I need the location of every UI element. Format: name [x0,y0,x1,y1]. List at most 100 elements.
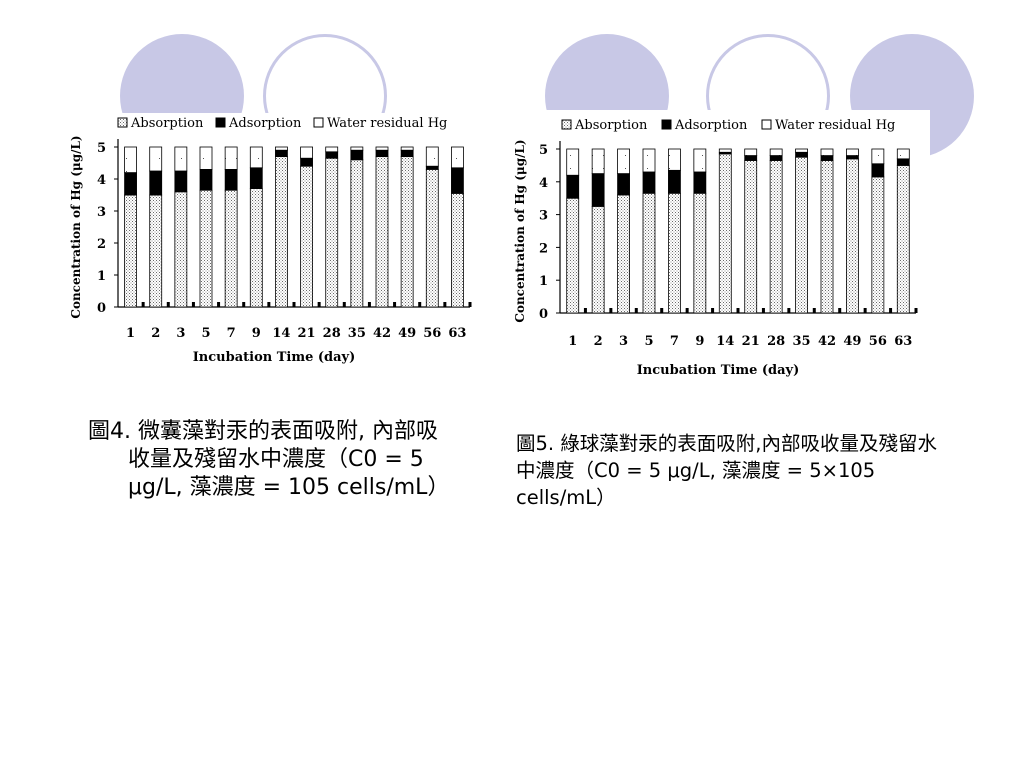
bar-water-residual-hg-day-5 [199,146,213,170]
bar-absorption-day-2 [149,194,163,308]
bar-water-residual-hg-day-9 [249,146,263,169]
legend-label: Water residual Hg [327,116,447,131]
y-tick-label: 2 [97,237,106,252]
legend-swatch-adsorption [215,117,226,128]
bar-adsorption-day-1 [566,174,580,199]
legend-label: Absorption [574,118,648,133]
x-tick-label: 35 [793,334,811,349]
legend-label: Absorption [130,116,204,131]
bar-water-residual-hg-day-7 [668,148,681,171]
x-tick-mark [787,308,791,313]
bar-absorption-day-5 [199,189,213,308]
y-tick-label: 4 [539,176,548,191]
x-tick-mark [583,308,587,313]
x-axis-title: Incubation Time (day) [193,350,356,365]
bar-adsorption-day-7 [668,169,681,194]
bar-absorption-day-7 [224,189,238,308]
y-tick-label: 3 [539,209,548,224]
x-tick-mark [685,308,689,313]
bar-water-residual-hg-day-42 [820,148,834,156]
bar-absorption-day-28 [769,160,783,314]
stacked-bar-chart-4: Absorption Adsorption Water residual Hg 0 1 2… [69,116,472,365]
x-tick-label: 28 [767,334,785,349]
chart-figure-4: Absorption Adsorption Water residual Hg 0 1 2… [66,113,476,370]
legend-label: Water residual Hg [775,118,895,133]
x-tick-label: 14 [272,326,290,341]
bar-absorption-day-63 [896,165,910,314]
x-tick-label: 14 [716,334,734,349]
bar-adsorption-day-63 [451,167,464,194]
x-tick-mark [812,308,816,313]
x-axis-title: Incubation Time (day) [637,363,800,378]
bar-water-residual-hg-day-56 [871,148,885,165]
bar-adsorption-day-35 [350,149,364,161]
x-tick-label: 21 [298,326,316,341]
bar-water-residual-hg-day-7 [224,146,238,170]
legend-swatch-water-residual-hg [761,119,772,130]
bar-adsorption-day-49 [846,155,859,160]
bar-adsorption-day-7 [224,169,238,191]
x-tick-mark [634,308,638,313]
bar-water-residual-hg-day-35 [350,146,364,151]
x-tick-label: 7 [670,334,679,349]
bar-adsorption-day-35 [795,151,808,158]
x-tick-mark [342,302,346,307]
bar-absorption-day-35 [795,156,808,314]
bar-adsorption-day-56 [425,165,439,170]
legend-swatch-adsorption [661,119,672,130]
bar-absorption-day-49 [400,156,414,308]
x-tick-mark [217,302,221,307]
y-tick-label: 0 [539,307,548,322]
x-tick-label: 49 [398,326,416,341]
bar-adsorption-day-9 [693,171,707,194]
y-tick-label: 1 [97,269,106,284]
bar-absorption-day-9 [693,192,707,314]
x-tick-label: 49 [843,334,861,349]
bar-adsorption-day-42 [820,155,834,161]
bar-absorption-day-35 [350,159,364,308]
bar-adsorption-day-28 [325,151,339,159]
y-tick-label: 5 [97,141,106,156]
bar-water-residual-hg-day-2 [591,148,605,175]
bar-absorption-day-56 [871,176,885,314]
figure-4-caption: 圖4. 微囊藻對汞的表面吸附, 內部吸收量及殘留水中濃度（C0 = 5 μg/L… [88,419,450,500]
bar-absorption-day-3 [174,191,188,308]
x-tick-label: 2 [151,326,160,341]
bar-water-residual-hg-day-14 [718,148,732,153]
bar-water-residual-hg-day-35 [795,148,808,153]
bar-adsorption-day-63 [896,158,910,166]
legend-label: Adsorption [228,116,302,131]
bar-adsorption-day-5 [642,171,656,194]
x-tick-mark [418,302,422,307]
legend-swatch-absorption [117,117,128,128]
bar-absorption-day-7 [668,192,681,314]
bar-water-residual-hg-day-21 [744,148,758,156]
x-tick-mark [761,308,765,313]
x-tick-label: 1 [126,326,135,341]
x-tick-label: 5 [201,326,210,341]
x-tick-mark [292,302,296,307]
x-tick-label: 56 [423,326,441,341]
x-tick-mark [367,302,371,307]
bar-absorption-day-1 [124,194,137,308]
bar-adsorption-day-2 [591,173,605,207]
bar-absorption-day-1 [566,197,580,314]
bar-water-residual-hg-day-3 [617,148,630,175]
x-tick-label: 56 [869,334,887,349]
y-axis-title: Concentration of Hg (μg/L) [513,139,527,322]
bar-absorption-day-5 [642,192,656,314]
bar-water-residual-hg-day-1 [124,146,137,174]
x-tick-mark [660,308,664,313]
x-tick-mark [242,302,246,307]
x-tick-label: 35 [348,326,366,341]
x-tick-label: 3 [619,334,628,349]
x-tick-mark [443,302,447,307]
x-tick-label: 42 [373,326,391,341]
x-tick-mark [468,302,472,307]
bar-absorption-day-21 [744,160,758,314]
x-tick-label: 42 [818,334,836,349]
stacked-bar-chart-5: Absorption Adsorption Water residual Hg 0 1 2… [513,118,918,378]
x-tick-label: 2 [594,334,603,349]
bar-absorption-day-9 [249,188,263,308]
bar-adsorption-day-56 [871,163,885,178]
